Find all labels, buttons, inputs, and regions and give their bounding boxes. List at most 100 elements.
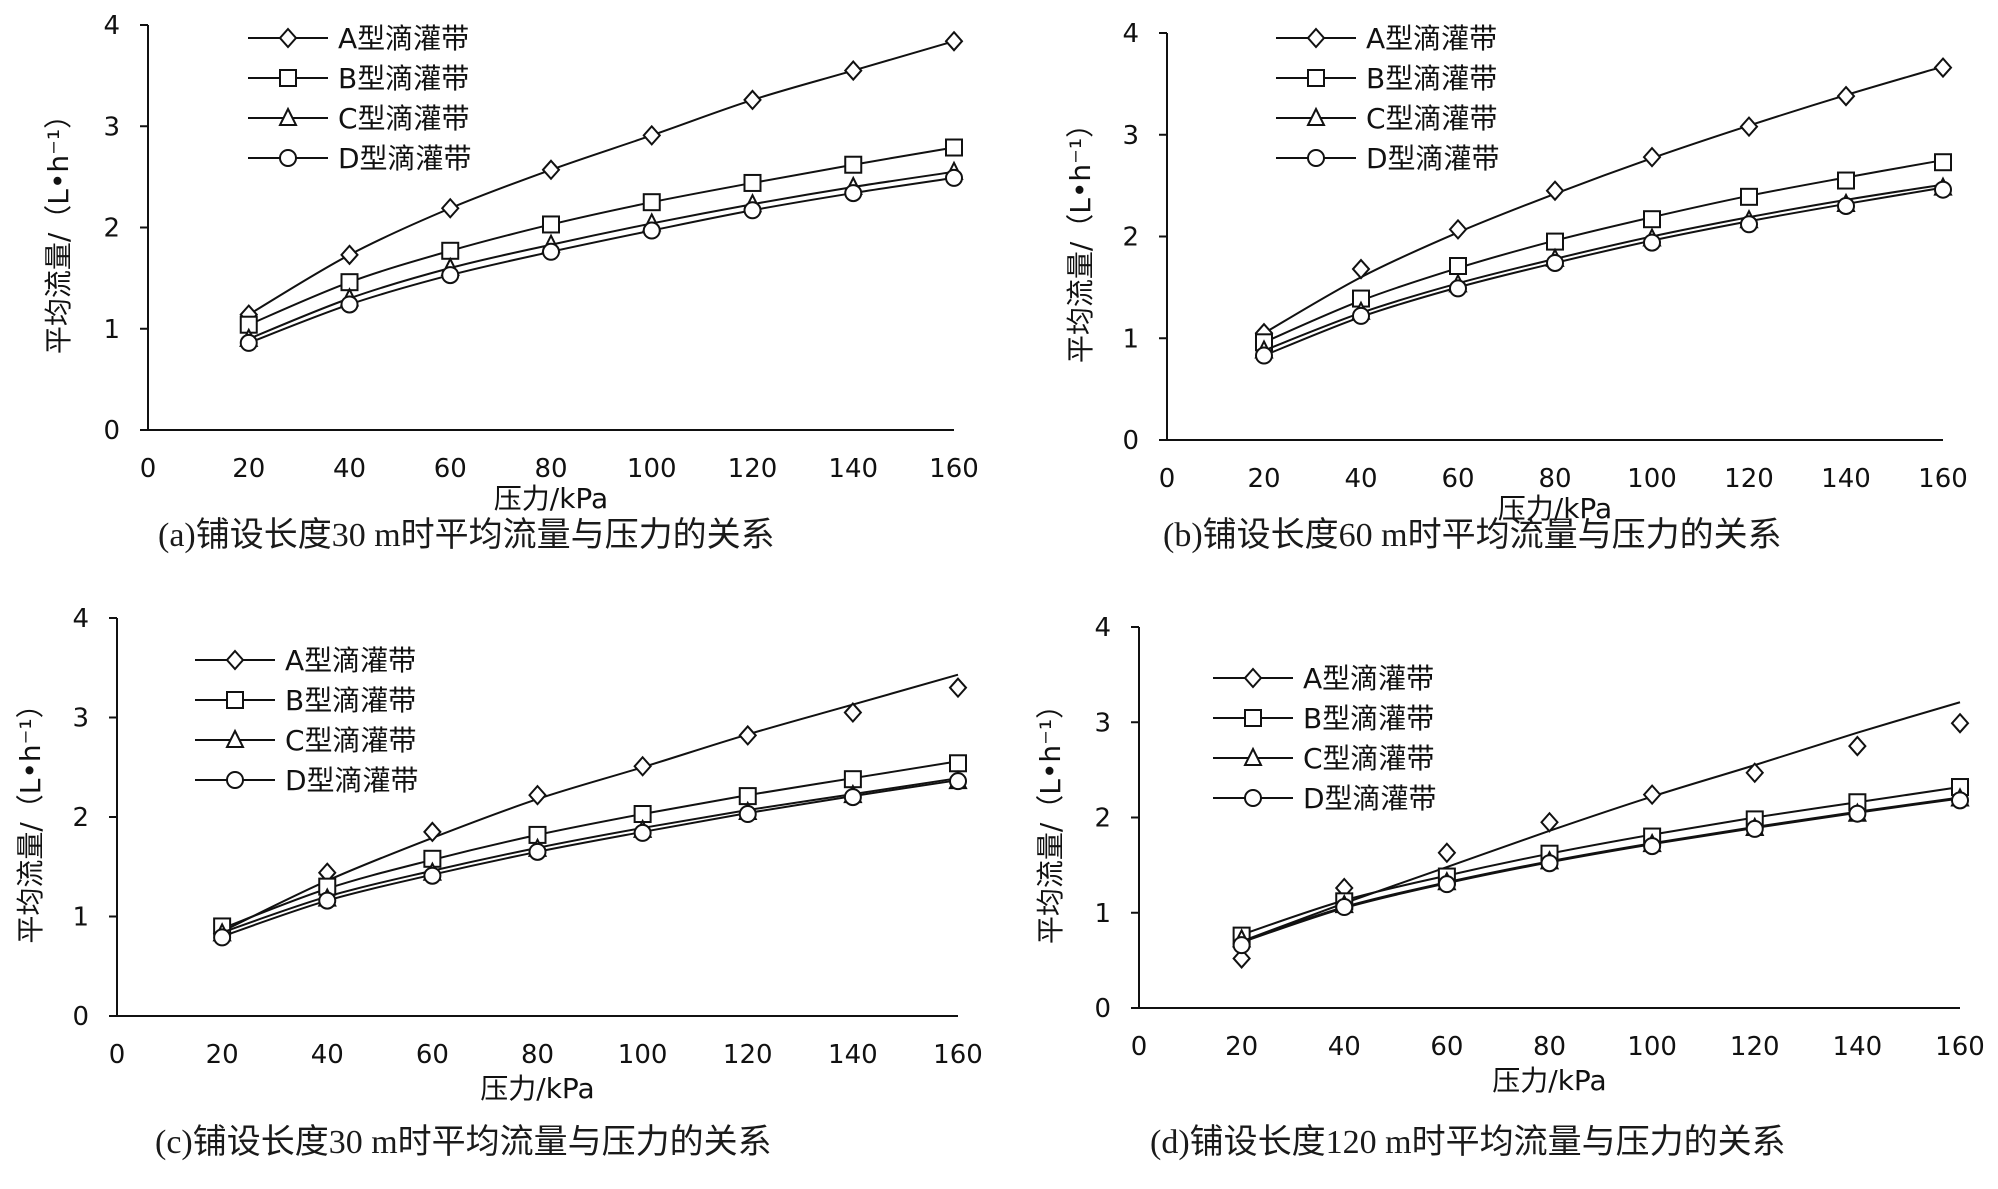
- legend-label: C型滴灌带: [1303, 742, 1435, 775]
- legend-label: A型滴灌带: [1303, 662, 1434, 695]
- data-point-diamond: [1739, 116, 1759, 138]
- data-point-diamond: [948, 677, 968, 699]
- x-tick-label: 100: [618, 1040, 668, 1070]
- y-tick-label: 4: [72, 604, 89, 634]
- legend-label: B型滴灌带: [285, 684, 416, 717]
- data-point-square: [945, 138, 963, 157]
- x-tick-label: 40: [311, 1040, 344, 1070]
- series-fit-line: [1263, 65, 1944, 335]
- legend-marker-diamond: [1306, 27, 1326, 49]
- data-point-circle: [1449, 279, 1467, 298]
- legend-label: B型滴灌带: [1366, 62, 1497, 95]
- legend-entry: B型滴灌带: [1213, 702, 1434, 735]
- legend-label: A型滴灌带: [1366, 22, 1497, 55]
- y-tick-label: 2: [1094, 804, 1111, 834]
- legend-label: D型滴灌带: [285, 764, 419, 797]
- legend-marker-circle: [279, 149, 297, 167]
- legend-label: B型滴灌带: [1303, 702, 1434, 735]
- x-tick-label: 20: [206, 1040, 239, 1070]
- data-point-circle: [340, 295, 359, 314]
- x-tick-label: 60: [1441, 464, 1474, 494]
- legend-label: D型滴灌带: [338, 142, 472, 175]
- legend-entry: D型滴灌带: [1276, 142, 1500, 175]
- x-tick-label: 140: [828, 454, 878, 484]
- legend-marker-circle: [226, 771, 244, 789]
- data-point-diamond: [528, 784, 547, 806]
- data-point-circle: [1352, 306, 1370, 325]
- data-point-circle: [239, 333, 258, 352]
- series-fit-line: [1241, 701, 1961, 943]
- x-tick-label: 40: [333, 454, 366, 484]
- legend-marker-triangle: [225, 728, 245, 748]
- legend-entry: A型滴灌带: [1276, 22, 1497, 55]
- series-circle: [213, 772, 967, 947]
- legend-marker-square: [279, 69, 297, 87]
- x-axis-label: 压力/kPa: [494, 482, 608, 515]
- data-point-diamond: [1836, 85, 1856, 107]
- y-tick-label: 4: [1094, 613, 1111, 643]
- series-fit-line: [221, 777, 959, 934]
- legend-entry: A型滴灌带: [195, 644, 416, 677]
- y-tick-label: 2: [1122, 223, 1139, 253]
- y-axis-label: 平均流量/（L•h⁻¹）: [1034, 691, 1067, 944]
- data-point-diamond: [541, 159, 561, 181]
- y-tick-label: 3: [72, 704, 89, 734]
- legend-entry: A型滴灌带: [248, 22, 469, 55]
- data-point-circle: [1643, 837, 1662, 856]
- x-tick-label: 40: [1328, 1032, 1361, 1062]
- data-point-circle: [843, 788, 862, 807]
- legend-marker-diamond: [1243, 667, 1263, 689]
- caption-d: (d)铺设长度120 m时平均流量与压力的关系: [1150, 1124, 1786, 1161]
- series-diamond: [1232, 701, 1970, 969]
- data-point-circle: [441, 266, 460, 285]
- data-point-diamond: [642, 124, 662, 146]
- series-fit-line: [248, 40, 955, 316]
- data-point-circle: [423, 866, 442, 885]
- legend-label: D型滴灌带: [1303, 782, 1437, 815]
- y-tick-label: 1: [72, 903, 89, 933]
- x-tick-label: 80: [1533, 1032, 1566, 1062]
- y-tick-label: 2: [72, 803, 89, 833]
- data-point-diamond: [440, 197, 460, 219]
- series-fit-line: [221, 673, 959, 933]
- legend-entry: D型滴灌带: [195, 764, 419, 797]
- data-point-diamond: [743, 89, 762, 111]
- x-tick-label: 80: [1538, 464, 1571, 494]
- series-diamond: [1254, 57, 1953, 344]
- data-point-diamond: [1642, 784, 1662, 806]
- legend-label: C型滴灌带: [1366, 102, 1498, 135]
- caption-b: (b)铺设长度60 m时平均流量与压力的关系: [1163, 517, 1782, 554]
- series-circle: [239, 168, 963, 352]
- legend-marker-circle: [1244, 789, 1262, 807]
- legend-label: B型滴灌带: [338, 62, 469, 95]
- legend-marker-triangle: [278, 106, 298, 126]
- x-tick-label: 140: [1821, 464, 1871, 494]
- data-point-circle: [1546, 253, 1564, 272]
- y-tick-label: 4: [103, 11, 120, 41]
- x-axis-label: 压力/kPa: [1492, 1064, 1606, 1097]
- data-point-circle: [1643, 233, 1661, 252]
- y-tick-label: 4: [1122, 19, 1139, 49]
- y-tick-label: 1: [103, 315, 120, 345]
- y-tick-label: 3: [103, 112, 120, 142]
- series-fit-line: [1241, 797, 1961, 944]
- legend-marker-diamond: [225, 649, 245, 671]
- data-point-diamond: [1232, 947, 1251, 969]
- data-point-circle: [1934, 180, 1952, 199]
- x-axis-label: 压力/kPa: [1498, 492, 1612, 525]
- data-point-square: [743, 173, 762, 192]
- data-point-circle: [1745, 819, 1764, 838]
- x-tick-label: 100: [1627, 1032, 1677, 1062]
- legend-marker-triangle: [1306, 106, 1326, 126]
- caption-a: (a)铺设长度30 m时平均流量与压力的关系: [158, 517, 775, 554]
- legend-label: A型滴灌带: [338, 22, 469, 55]
- data-point-diamond: [1745, 762, 1765, 784]
- legend-label: D型滴灌带: [1366, 142, 1500, 175]
- y-tick-label: 0: [103, 416, 120, 446]
- legend-entry: C型滴灌带: [1276, 102, 1498, 135]
- data-point-diamond: [1642, 146, 1662, 168]
- x-tick-label: 160: [929, 454, 979, 484]
- data-point-square: [1934, 153, 1952, 172]
- x-tick-label: 80: [521, 1040, 554, 1070]
- data-point-circle: [542, 242, 560, 261]
